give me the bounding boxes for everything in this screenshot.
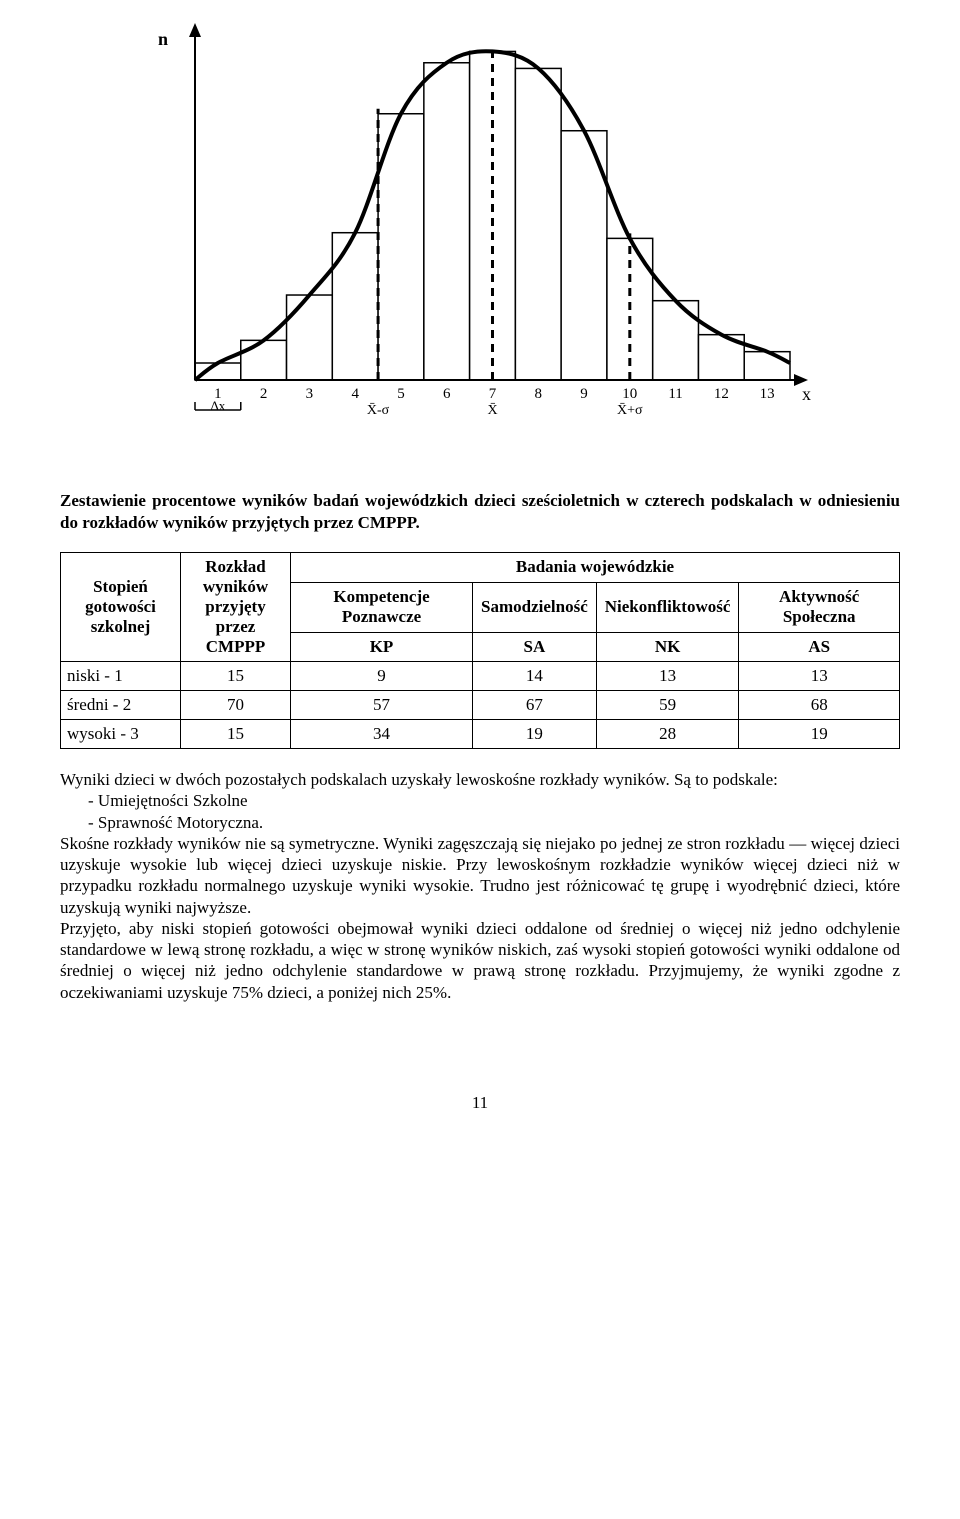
col-header-rozklad: Rozkład wyników przyjęty przez CMPPP <box>181 553 291 662</box>
sub-header-sa-bot: SA <box>473 632 597 662</box>
svg-text:x: x <box>802 384 811 404</box>
row-label: wysoki - 3 <box>61 720 181 749</box>
results-table: Stopień gotowości szkolnej Rozkład wynik… <box>60 552 900 749</box>
section-heading: Zestawienie procentowe wyników badań woj… <box>60 490 900 534</box>
table-cell: 70 <box>181 691 291 720</box>
svg-text:13: 13 <box>760 386 775 402</box>
svg-text:X̄+σ: X̄+σ <box>617 402 643 418</box>
table-cell: 13 <box>739 662 900 691</box>
svg-text:n: n <box>158 29 168 49</box>
table-cell: 19 <box>473 720 597 749</box>
svg-text:3: 3 <box>306 386 314 402</box>
table-cell: 67 <box>473 691 597 720</box>
table-cell: 28 <box>596 720 739 749</box>
row-label: średni - 2 <box>61 691 181 720</box>
sub-header-kp-bot: KP <box>291 632 473 662</box>
col-header-stopien: Stopień gotowości szkolnej <box>61 553 181 662</box>
table-cell: 14 <box>473 662 597 691</box>
svg-text:2: 2 <box>260 386 268 402</box>
svg-text:8: 8 <box>535 386 543 402</box>
table-cell: 68 <box>739 691 900 720</box>
sub-header-as-bot: AS <box>739 632 900 662</box>
sub-header-nk-top: Niekonfliktowość <box>596 582 739 632</box>
para-3: Przyjęto, aby niski stopień gotowości ob… <box>60 918 900 1003</box>
svg-text:X̄: X̄ <box>487 402 497 418</box>
svg-text:Δx: Δx <box>210 398 225 413</box>
sub-header-sa-top: Samodzielność <box>473 582 597 632</box>
table-cell: 34 <box>291 720 473 749</box>
table-row: niski - 1159141313 <box>61 662 900 691</box>
bullet-list: Umiejętności Szkolne Sprawność Motoryczn… <box>60 790 900 833</box>
table-cell: 59 <box>596 691 739 720</box>
table-row: wysoki - 31534192819 <box>61 720 900 749</box>
sub-header-nk-bot: NK <box>596 632 739 662</box>
row-label: niski - 1 <box>61 662 181 691</box>
bullet-1: Umiejętności Szkolne <box>88 790 900 811</box>
sub-header-as-top: Aktywność Społeczna <box>739 582 900 632</box>
page-number: 11 <box>60 1093 900 1113</box>
group-header-badania: Badania wojewódzkie <box>291 553 900 583</box>
table-cell: 15 <box>181 662 291 691</box>
table-cell: 13 <box>596 662 739 691</box>
table-cell: 57 <box>291 691 473 720</box>
svg-text:10: 10 <box>622 386 637 402</box>
chart-svg: 12345678910111213nxΔxX̄-σX̄X̄+σ <box>140 20 820 460</box>
sub-header-kp-top: Kompetencje Poznawcze <box>291 582 473 632</box>
svg-text:12: 12 <box>714 386 729 402</box>
table-cell: 19 <box>739 720 900 749</box>
body-text: Wyniki dzieci w dwóch pozostałych podska… <box>60 769 900 1003</box>
para-2: Skośne rozkłady wyników nie są symetrycz… <box>60 833 900 918</box>
table-cell: 9 <box>291 662 473 691</box>
svg-text:7: 7 <box>489 386 497 402</box>
svg-text:9: 9 <box>580 386 588 402</box>
table-cell: 15 <box>181 720 291 749</box>
table-row: średni - 27057675968 <box>61 691 900 720</box>
svg-text:X̄-σ: X̄-σ <box>367 402 390 418</box>
svg-text:5: 5 <box>397 386 405 402</box>
para-intro: Wyniki dzieci w dwóch pozostałych podska… <box>60 769 900 790</box>
svg-text:11: 11 <box>668 386 682 402</box>
histogram-chart: 12345678910111213nxΔxX̄-σX̄X̄+σ <box>140 20 820 460</box>
bullet-2: Sprawność Motoryczna. <box>88 812 900 833</box>
svg-text:4: 4 <box>351 386 359 402</box>
svg-text:6: 6 <box>443 386 451 402</box>
